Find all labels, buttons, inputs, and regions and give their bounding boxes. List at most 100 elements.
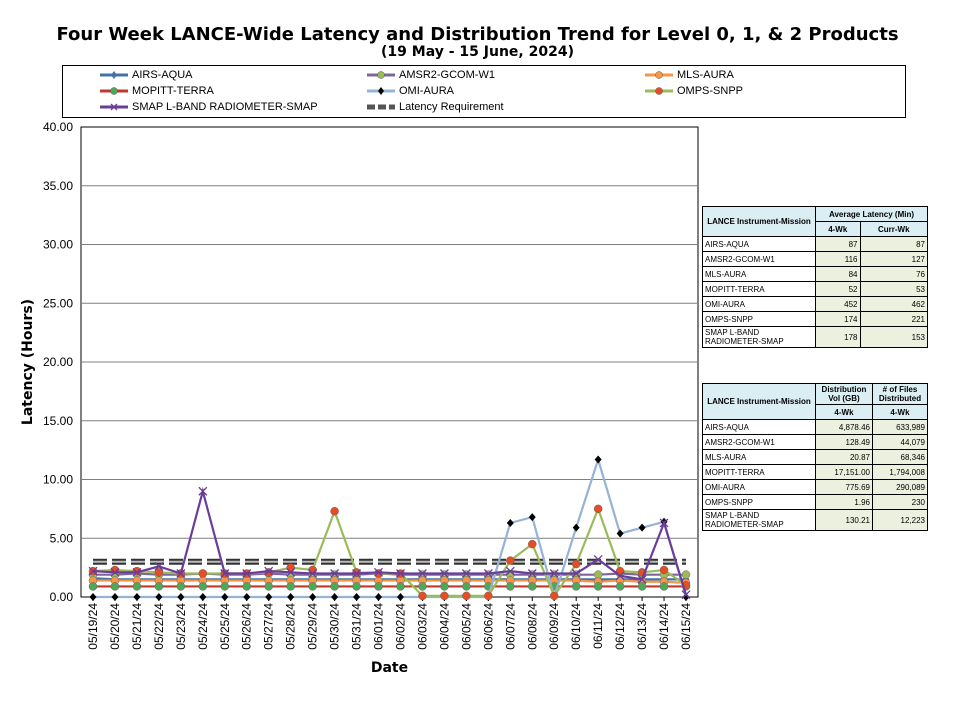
y-tick-label: 25.00 xyxy=(43,296,73,310)
data-point xyxy=(309,593,317,601)
latency-table-value-b: 87 xyxy=(859,236,929,252)
data-point xyxy=(199,593,207,601)
data-point xyxy=(637,582,647,591)
data-point xyxy=(308,582,317,591)
data-point xyxy=(133,593,141,601)
x-tick-label: 05/21/24 xyxy=(130,603,144,650)
data-point xyxy=(615,582,625,591)
distribution-table-header-files: # of Files Distributed xyxy=(871,383,929,405)
distribution-table-row: MLS-AURA 20.87 68,346 xyxy=(702,449,929,465)
data-point xyxy=(549,569,559,578)
x-tick-label: 05/29/24 xyxy=(306,603,320,650)
latency-table-value-a: 178 xyxy=(815,326,861,348)
data-point xyxy=(353,593,361,601)
x-tick-label: 06/12/24 xyxy=(613,603,627,650)
distribution-table-name: AIRS-AQUA xyxy=(702,419,816,435)
x-tick-label: 06/13/24 xyxy=(635,603,649,650)
series-line xyxy=(93,579,687,584)
data-point xyxy=(593,582,603,591)
data-point xyxy=(111,593,119,601)
latency-table-row: MLS-AURA 84 76 xyxy=(702,266,929,282)
latency-table-row: AMSR2-GCOM-W1 116 127 xyxy=(702,251,929,267)
y-tick-label: 0.00 xyxy=(50,590,74,604)
legend-swatch xyxy=(100,103,128,111)
data-point xyxy=(571,582,581,591)
data-point xyxy=(440,591,449,601)
data-point xyxy=(198,569,208,578)
data-point xyxy=(198,582,208,591)
data-point xyxy=(681,570,691,579)
y-tick-label: 35.00 xyxy=(43,179,73,193)
latency-table-value-a: 87 xyxy=(815,236,861,252)
latency-table-value-b: 221 xyxy=(859,311,929,327)
series-line xyxy=(92,486,688,595)
y-tick-label: 15.00 xyxy=(43,414,73,428)
distribution-table-row: SMAP L-BAND RADIOMETER-SMAP 130.21 12,223 xyxy=(702,509,929,531)
series-line xyxy=(93,455,688,601)
latency-table-value-b: 53 xyxy=(859,281,929,297)
x-tick-label: 05/26/24 xyxy=(240,603,254,650)
data-point xyxy=(89,593,97,601)
data-point xyxy=(352,569,362,578)
data-point xyxy=(527,569,537,578)
legend-label: Latency Requirement xyxy=(399,101,504,113)
distribution-table: LANCE Instrument-Mission Distribution Vo… xyxy=(702,383,929,531)
data-point xyxy=(682,593,690,601)
data-point xyxy=(528,582,537,591)
data-point xyxy=(242,569,252,578)
x-tick-label: 06/05/24 xyxy=(459,603,473,650)
data-point xyxy=(110,567,120,577)
latency-table-name: MOPITT-TERRA xyxy=(702,281,816,297)
legend-swatch xyxy=(367,104,395,110)
latency-table-value-a: 452 xyxy=(815,296,861,312)
latency-table-value-a: 174 xyxy=(815,311,861,327)
latency-table-value-a: 116 xyxy=(815,251,861,267)
latency-table-name: OMPS-SNPP xyxy=(702,311,816,327)
x-tick-label: 06/14/24 xyxy=(657,603,671,650)
x-tick-label: 06/06/24 xyxy=(481,603,495,650)
data-point xyxy=(176,582,186,591)
legend-swatch xyxy=(645,87,673,95)
data-point xyxy=(681,590,691,600)
latency-table-value-b: 462 xyxy=(859,296,929,312)
distribution-table-name: OMI-AURA xyxy=(702,479,816,495)
x-tick-label: 06/04/24 xyxy=(437,603,451,650)
legend-label: OMI-AURA xyxy=(399,85,454,97)
data-point xyxy=(418,582,427,591)
distribution-table-header-4wk-vol: 4-Wk xyxy=(815,404,873,420)
y-tick-label: 5.00 xyxy=(50,531,74,545)
data-point xyxy=(528,539,537,549)
x-tick-label: 05/23/24 xyxy=(174,603,188,650)
data-point xyxy=(286,567,296,577)
distribution-table-value-b: 230 xyxy=(871,494,929,510)
distribution-table-value-a: 775.69 xyxy=(815,479,873,495)
data-point xyxy=(243,593,251,601)
data-point xyxy=(483,569,493,578)
data-point xyxy=(396,569,405,578)
data-point xyxy=(615,571,625,581)
data-point xyxy=(505,566,515,576)
latency-table-name: OMI-AURA xyxy=(702,296,816,312)
latency-table-row: SMAP L-BAND RADIOMETER-SMAP 178 153 xyxy=(702,326,929,348)
data-point xyxy=(221,593,229,601)
data-point xyxy=(132,567,142,577)
data-point xyxy=(220,582,230,591)
x-tick-label: 06/02/24 xyxy=(393,603,407,650)
latency-table: LANCE Instrument-Mission Average Latency… xyxy=(702,206,929,348)
data-point xyxy=(132,582,142,591)
data-point xyxy=(110,582,120,591)
data-point xyxy=(549,591,559,601)
data-point xyxy=(330,506,339,516)
data-point xyxy=(330,569,340,578)
latency-table-name: MLS-AURA xyxy=(702,266,816,282)
data-point xyxy=(264,566,274,576)
data-point xyxy=(439,569,449,578)
distribution-table-header-volume: Distribution Vol (GB) xyxy=(815,383,873,405)
data-point xyxy=(638,523,646,532)
data-point xyxy=(417,569,427,578)
distribution-table-name: SMAP L-BAND RADIOMETER-SMAP xyxy=(702,509,816,531)
data-point xyxy=(462,582,471,591)
x-tick-label: 05/24/24 xyxy=(196,603,210,650)
distribution-table-value-b: 12,223 xyxy=(871,509,929,531)
